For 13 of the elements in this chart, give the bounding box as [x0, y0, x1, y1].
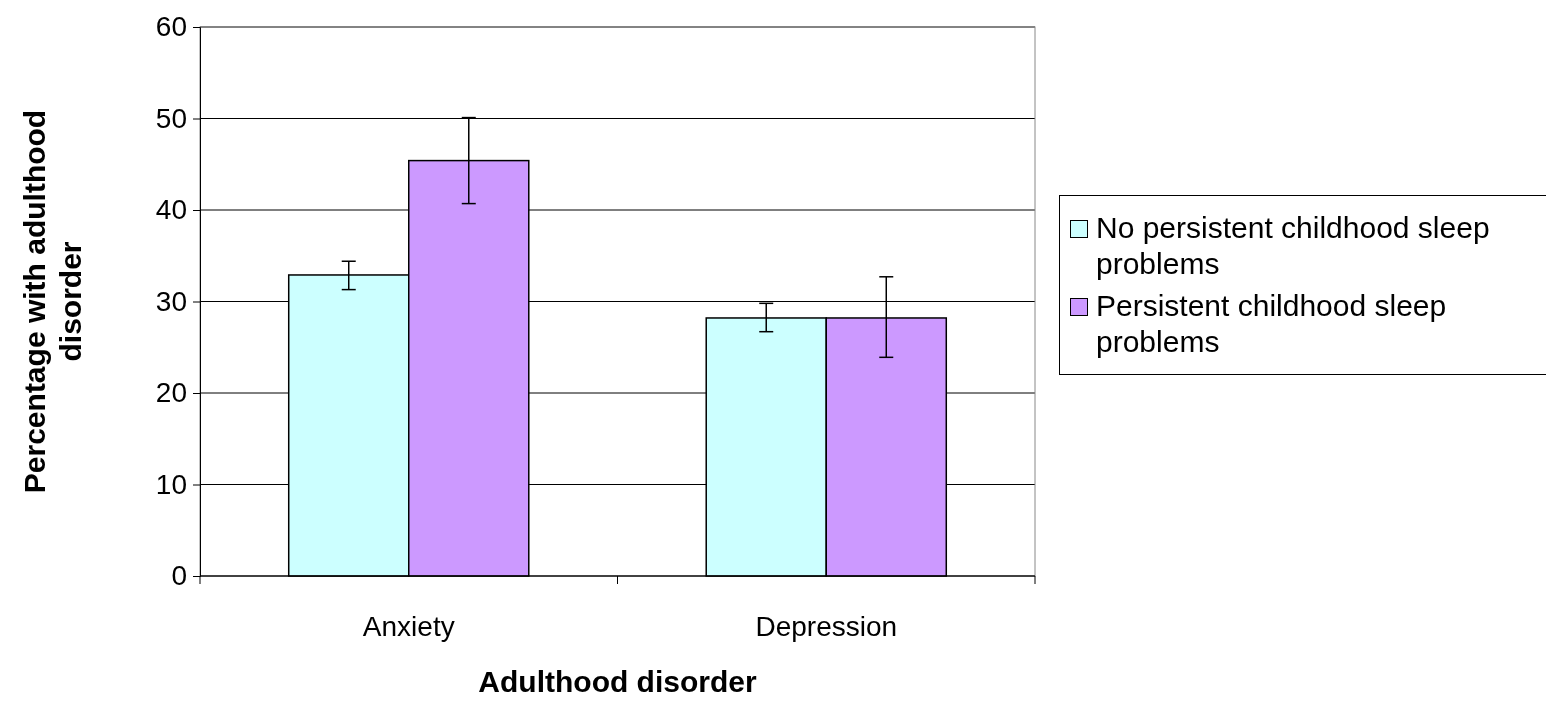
y-axis-title: Percentage with adulthood disorder [18, 109, 87, 494]
y-tick-label: 0 [171, 560, 187, 592]
y-tick-label: 60 [155, 11, 187, 43]
y-tick-label: 40 [155, 194, 187, 226]
x-tick-label: Depression [755, 610, 898, 642]
x-axis-title: Adulthood disorder [478, 665, 757, 698]
legend-label: Persistent childhood sleep problems [1096, 288, 1448, 360]
x-tick-label: Anxiety [362, 610, 455, 642]
y-tick-label: 50 [155, 102, 187, 134]
y-tick-label: 30 [155, 285, 187, 317]
y-tick-label: 20 [155, 377, 187, 409]
legend-label: No persistent childhood sleep problems [1096, 210, 1491, 282]
y-tick-label: 10 [155, 468, 187, 500]
